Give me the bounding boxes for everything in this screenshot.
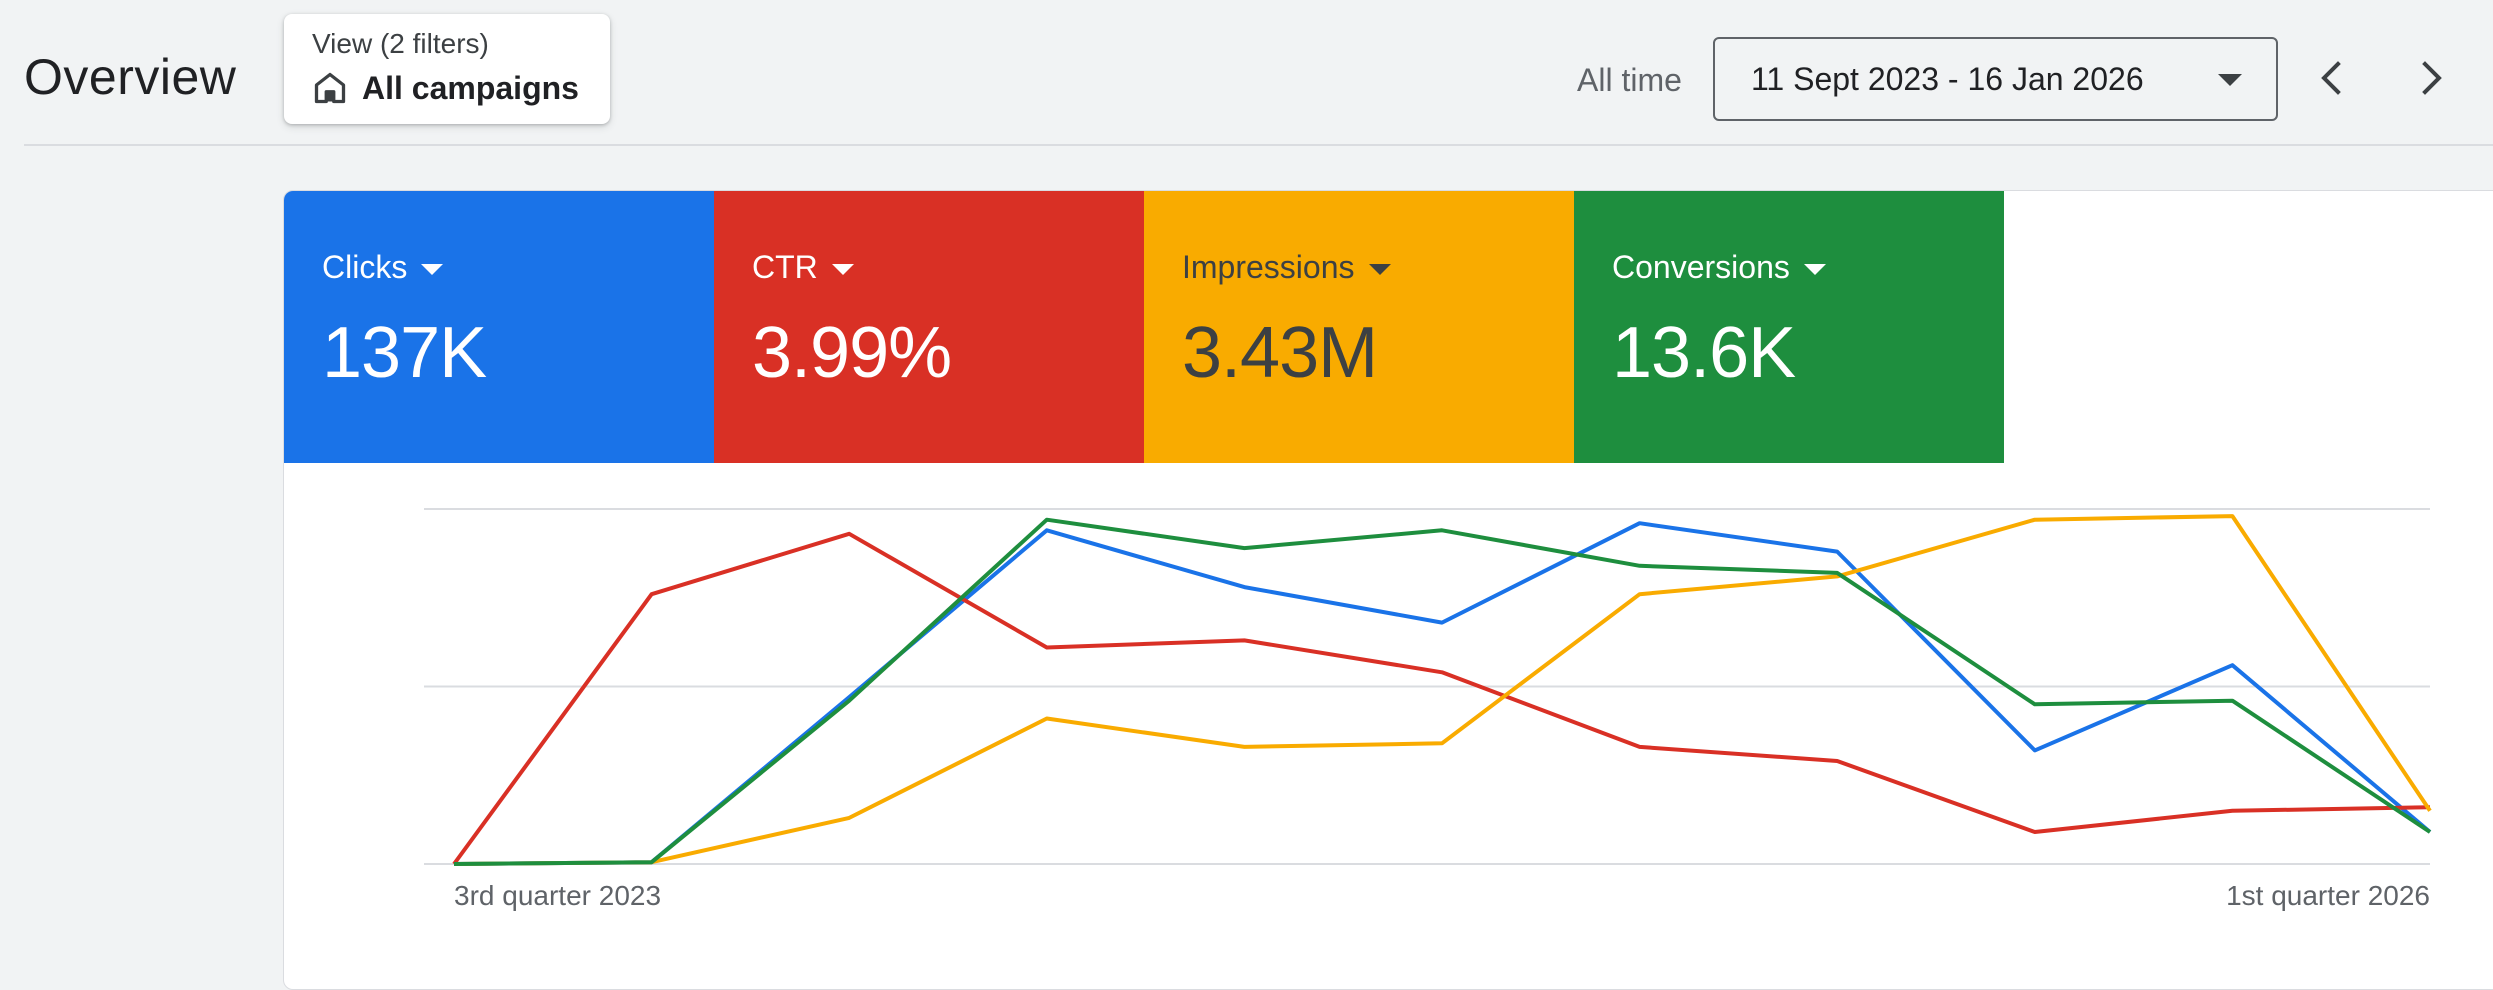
caret-down-icon — [1803, 263, 1826, 275]
caret-down-icon — [2218, 74, 2242, 86]
page-title: Overview — [24, 49, 237, 105]
metric-label: Conversions — [1612, 249, 1790, 285]
home-icon — [312, 70, 348, 106]
metric-value: 137K — [322, 313, 487, 393]
metric-tile-impressions[interactable]: Impressions 3.43M — [1144, 191, 1574, 463]
metric-value: 3.43M — [1182, 313, 1378, 393]
next-period-button[interactable] — [2403, 50, 2459, 106]
caret-down-icon — [831, 263, 854, 275]
series-line-ctr[interactable] — [452, 531, 2431, 866]
chevron-left-icon — [2321, 61, 2341, 95]
date-range-text: 11 Sept 2023 - 16 Jan 2026 — [1751, 61, 2144, 97]
caret-down-icon — [421, 263, 444, 275]
chevron-right-icon — [2422, 61, 2442, 95]
view-filter-label: All campaigns — [362, 70, 579, 106]
line-chart: 3rd quarter 2023 1st quarter 2026 — [424, 508, 2432, 911]
metric-label: CTR — [752, 249, 818, 285]
header-divider — [24, 144, 2493, 146]
metric-tile-ctr[interactable]: CTR 3.99% — [714, 191, 1144, 463]
series-line-impressions[interactable] — [453, 514, 2432, 866]
view-filter-button[interactable]: View (2 filters) All campaigns — [284, 14, 610, 124]
metric-value: 3.99% — [752, 313, 952, 393]
previous-period-button[interactable] — [2304, 50, 2360, 106]
metric-label: Clicks — [322, 249, 408, 285]
x-tick-label: 3rd quarter 2023 — [454, 880, 661, 911]
date-preset-label: All time — [1577, 62, 1682, 98]
view-filter-subtitle: View (2 filters) — [312, 28, 489, 59]
metric-tile-conversions[interactable]: Conversions 13.6K — [1574, 191, 2004, 463]
metric-label: Impressions — [1182, 249, 1355, 285]
performance-card: Clicks 137K CTR 3.99% Impressions 3.43M … — [283, 190, 2493, 990]
series-line-conversions[interactable] — [453, 517, 2432, 866]
metric-value: 13.6K — [1612, 313, 1796, 393]
metric-tile-clicks[interactable]: Clicks 137K — [284, 191, 714, 463]
series-line-clicks[interactable] — [453, 521, 2432, 866]
x-tick-label: 1st quarter 2026 — [2226, 880, 2430, 911]
caret-down-icon — [1368, 263, 1391, 275]
date-range-picker[interactable]: 11 Sept 2023 - 16 Jan 2026 — [1713, 37, 2278, 121]
